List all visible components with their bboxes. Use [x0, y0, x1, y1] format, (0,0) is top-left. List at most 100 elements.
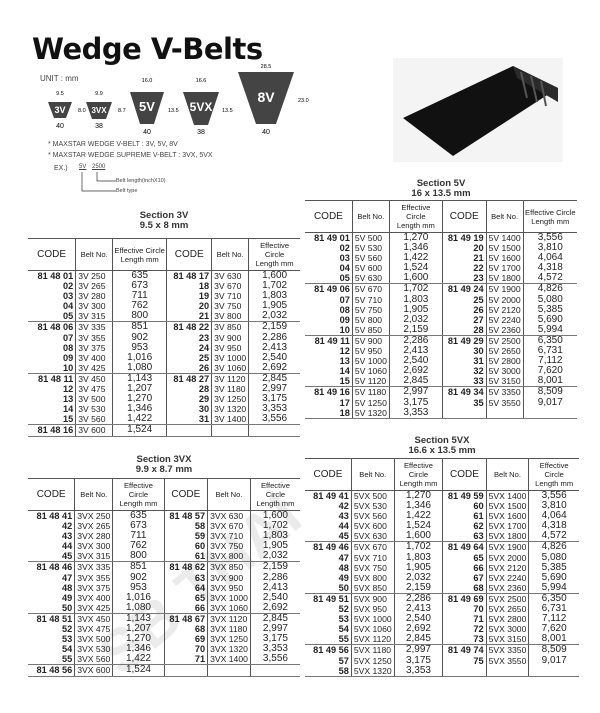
header-code: CODE [28, 238, 76, 271]
cell-length: 5,994 [528, 582, 579, 594]
cell-length: 673 [112, 280, 167, 292]
cell-length: 1,803 [393, 552, 443, 563]
cell-length: 3,353 [393, 665, 443, 677]
cell-length: 2,159 [388, 324, 443, 336]
cell-code: 69 [163, 634, 208, 645]
cell-belt-no: 5VX 1800 [485, 531, 529, 543]
cell-length: 902 [112, 332, 167, 343]
cell-belt-no: 5VX 1600 [485, 511, 529, 522]
cell-code: 81 49 11 [314, 335, 350, 346]
cell-belt-no: 3VX 400 [74, 592, 113, 603]
cell-code: 05 [305, 273, 353, 285]
cell-code: 14 [339, 366, 350, 377]
cell-belt-no: 3V 425 [75, 362, 113, 374]
header-length: Effective Circle Length mm [388, 200, 443, 233]
cell-belt-no: 5VX 800 [350, 572, 395, 583]
svg-text:8.0: 8.0 [78, 108, 86, 114]
cell-length: 2,692 [388, 366, 443, 377]
header-length: Effective Circle Length mm [528, 458, 579, 491]
cell-belt-no: 5VX 1400 [485, 490, 529, 502]
cell-belt-no: 3V 1060 [211, 362, 249, 374]
cell-length: 9,017 [528, 655, 579, 666]
table-row: 81 49 41 5VX 500 1,270 81 49 59 5VX 1400 3,55… [305, 490, 579, 502]
example-type: 5V [79, 164, 87, 170]
cell-belt-no: 3VX 315 [74, 551, 113, 563]
svg-text:40: 40 [143, 129, 151, 136]
cell-belt-no: 5V 1800 [485, 273, 524, 285]
cell-length: 8,001 [528, 634, 579, 646]
cell-code: 53 [62, 634, 73, 645]
cell-length: 2,540 [388, 356, 443, 367]
cell-length: 5,080 [528, 552, 579, 563]
cell-belt-no: 3V 850 [211, 321, 249, 333]
svg-text:8V: 8V [257, 89, 275, 105]
cell-belt-no: 3V 355 [75, 332, 113, 343]
cell-code: 12 [339, 346, 350, 357]
cell-code: 20 [166, 301, 212, 312]
cell-belt-no: 3V 600 [75, 424, 113, 437]
cell-code: 10 [305, 324, 353, 336]
table-row: 42 3VX 265 673 58 3VX 670 1,702 [28, 520, 300, 532]
cell-belt-no: 5V 800 [351, 314, 390, 325]
table-row: 08 5V 750 1,905 26 5V 2120 5,385 [305, 304, 577, 315]
cell-belt-no: 5VX 850 [350, 582, 395, 594]
table-row: 81 48 11 3V 450 1,143 81 48 27 3V 1120 2,845 [28, 373, 300, 385]
cell-belt-no: 5V 1900 [485, 283, 524, 295]
cell-length: 1,803 [388, 294, 443, 305]
table-row: 05 5V 630 1,600 23 5V 1800 4,572 [305, 273, 577, 285]
cell-code: 47 [338, 552, 349, 563]
note-wedge-supreme: * MAXSTAR WEDGE SUPREME V-BELT : 3VX, 5V… [48, 152, 213, 159]
cell-length: 6,731 [522, 345, 577, 357]
cell-belt-no: 5V 1320 [351, 407, 390, 419]
cell-length: 8,509 [528, 644, 579, 656]
cell-code: 58 [305, 665, 352, 677]
cell-belt-no: 5VX 950 [350, 604, 395, 615]
cell-code: 66 [442, 562, 487, 573]
cell-belt-no: 5V 1060 [351, 366, 390, 377]
cell-code: 54 [62, 644, 73, 655]
header-belt-no: Belt No. [207, 478, 251, 511]
cell-belt-no [207, 664, 251, 677]
cell-length: 1,702 [388, 283, 443, 295]
table-row: 09 3V 400 1,016 25 3V 1000 2,540 [28, 352, 300, 363]
cell-length: 2,413 [248, 342, 300, 353]
cell-code: 43 [62, 531, 73, 542]
cell-length: 1,905 [249, 541, 300, 552]
cell-length: 3,175 [249, 634, 300, 645]
cell-length: 1,346 [388, 242, 443, 254]
cell-code: 60 [442, 501, 487, 512]
table-row: 47 3VX 355 902 63 3VX 900 2,286 [28, 572, 300, 583]
cell-belt-no: 5V 1000 [351, 356, 390, 367]
cell-belt-no: 5V 670 [351, 283, 390, 295]
cell-belt-no: 3VX 265 [74, 521, 113, 532]
table-row: 81 48 01 3V 250 635 81 48 17 3V 630 1,600 [28, 270, 300, 282]
cell-length: 1,600 [388, 273, 443, 285]
cell-length: 2,540 [248, 352, 300, 363]
cell-length: 2,032 [388, 314, 443, 325]
cell-length: 4,064 [522, 253, 577, 264]
cell-code: 81 49 59 [442, 490, 487, 502]
cell-length: 762 [112, 541, 165, 552]
cell-length [522, 407, 577, 419]
cell-belt-no: 3VX 670 [207, 521, 251, 532]
svg-text:40: 40 [56, 123, 64, 130]
cell-code: 81 48 06 [37, 322, 74, 333]
cell-belt-no: 3VX 450 [74, 613, 113, 625]
table-row: 43 5VX 560 1,422 61 5VX 1600 4,064 [305, 511, 579, 522]
table-row: 13 5V 1000 2,540 31 5V 2800 7,112 [305, 356, 577, 367]
cell-belt-no: 3VX 425 [74, 602, 113, 614]
cell-length: 635 [112, 270, 167, 282]
section-dims: 9.9 x 8.7 mm [135, 464, 193, 475]
cell-belt-no: 5VX 3550 [485, 655, 529, 666]
cell-belt-no: 3V 560 [75, 414, 113, 426]
cell-length: 1,422 [393, 511, 443, 522]
cell-length: 711 [112, 531, 165, 542]
cell-code: 35 [441, 397, 487, 408]
cell-belt-no: 5V 2120 [485, 304, 524, 315]
cell-length: 8,001 [522, 376, 577, 388]
cell-length: 1,524 [393, 521, 443, 532]
cell-belt-no: 3VX 850 [207, 561, 251, 573]
table-row: 81 48 56 3VX 600 1,524 [28, 664, 300, 677]
cell-belt-no: 3V 265 [75, 281, 113, 292]
cell-code: 29 [166, 394, 212, 405]
